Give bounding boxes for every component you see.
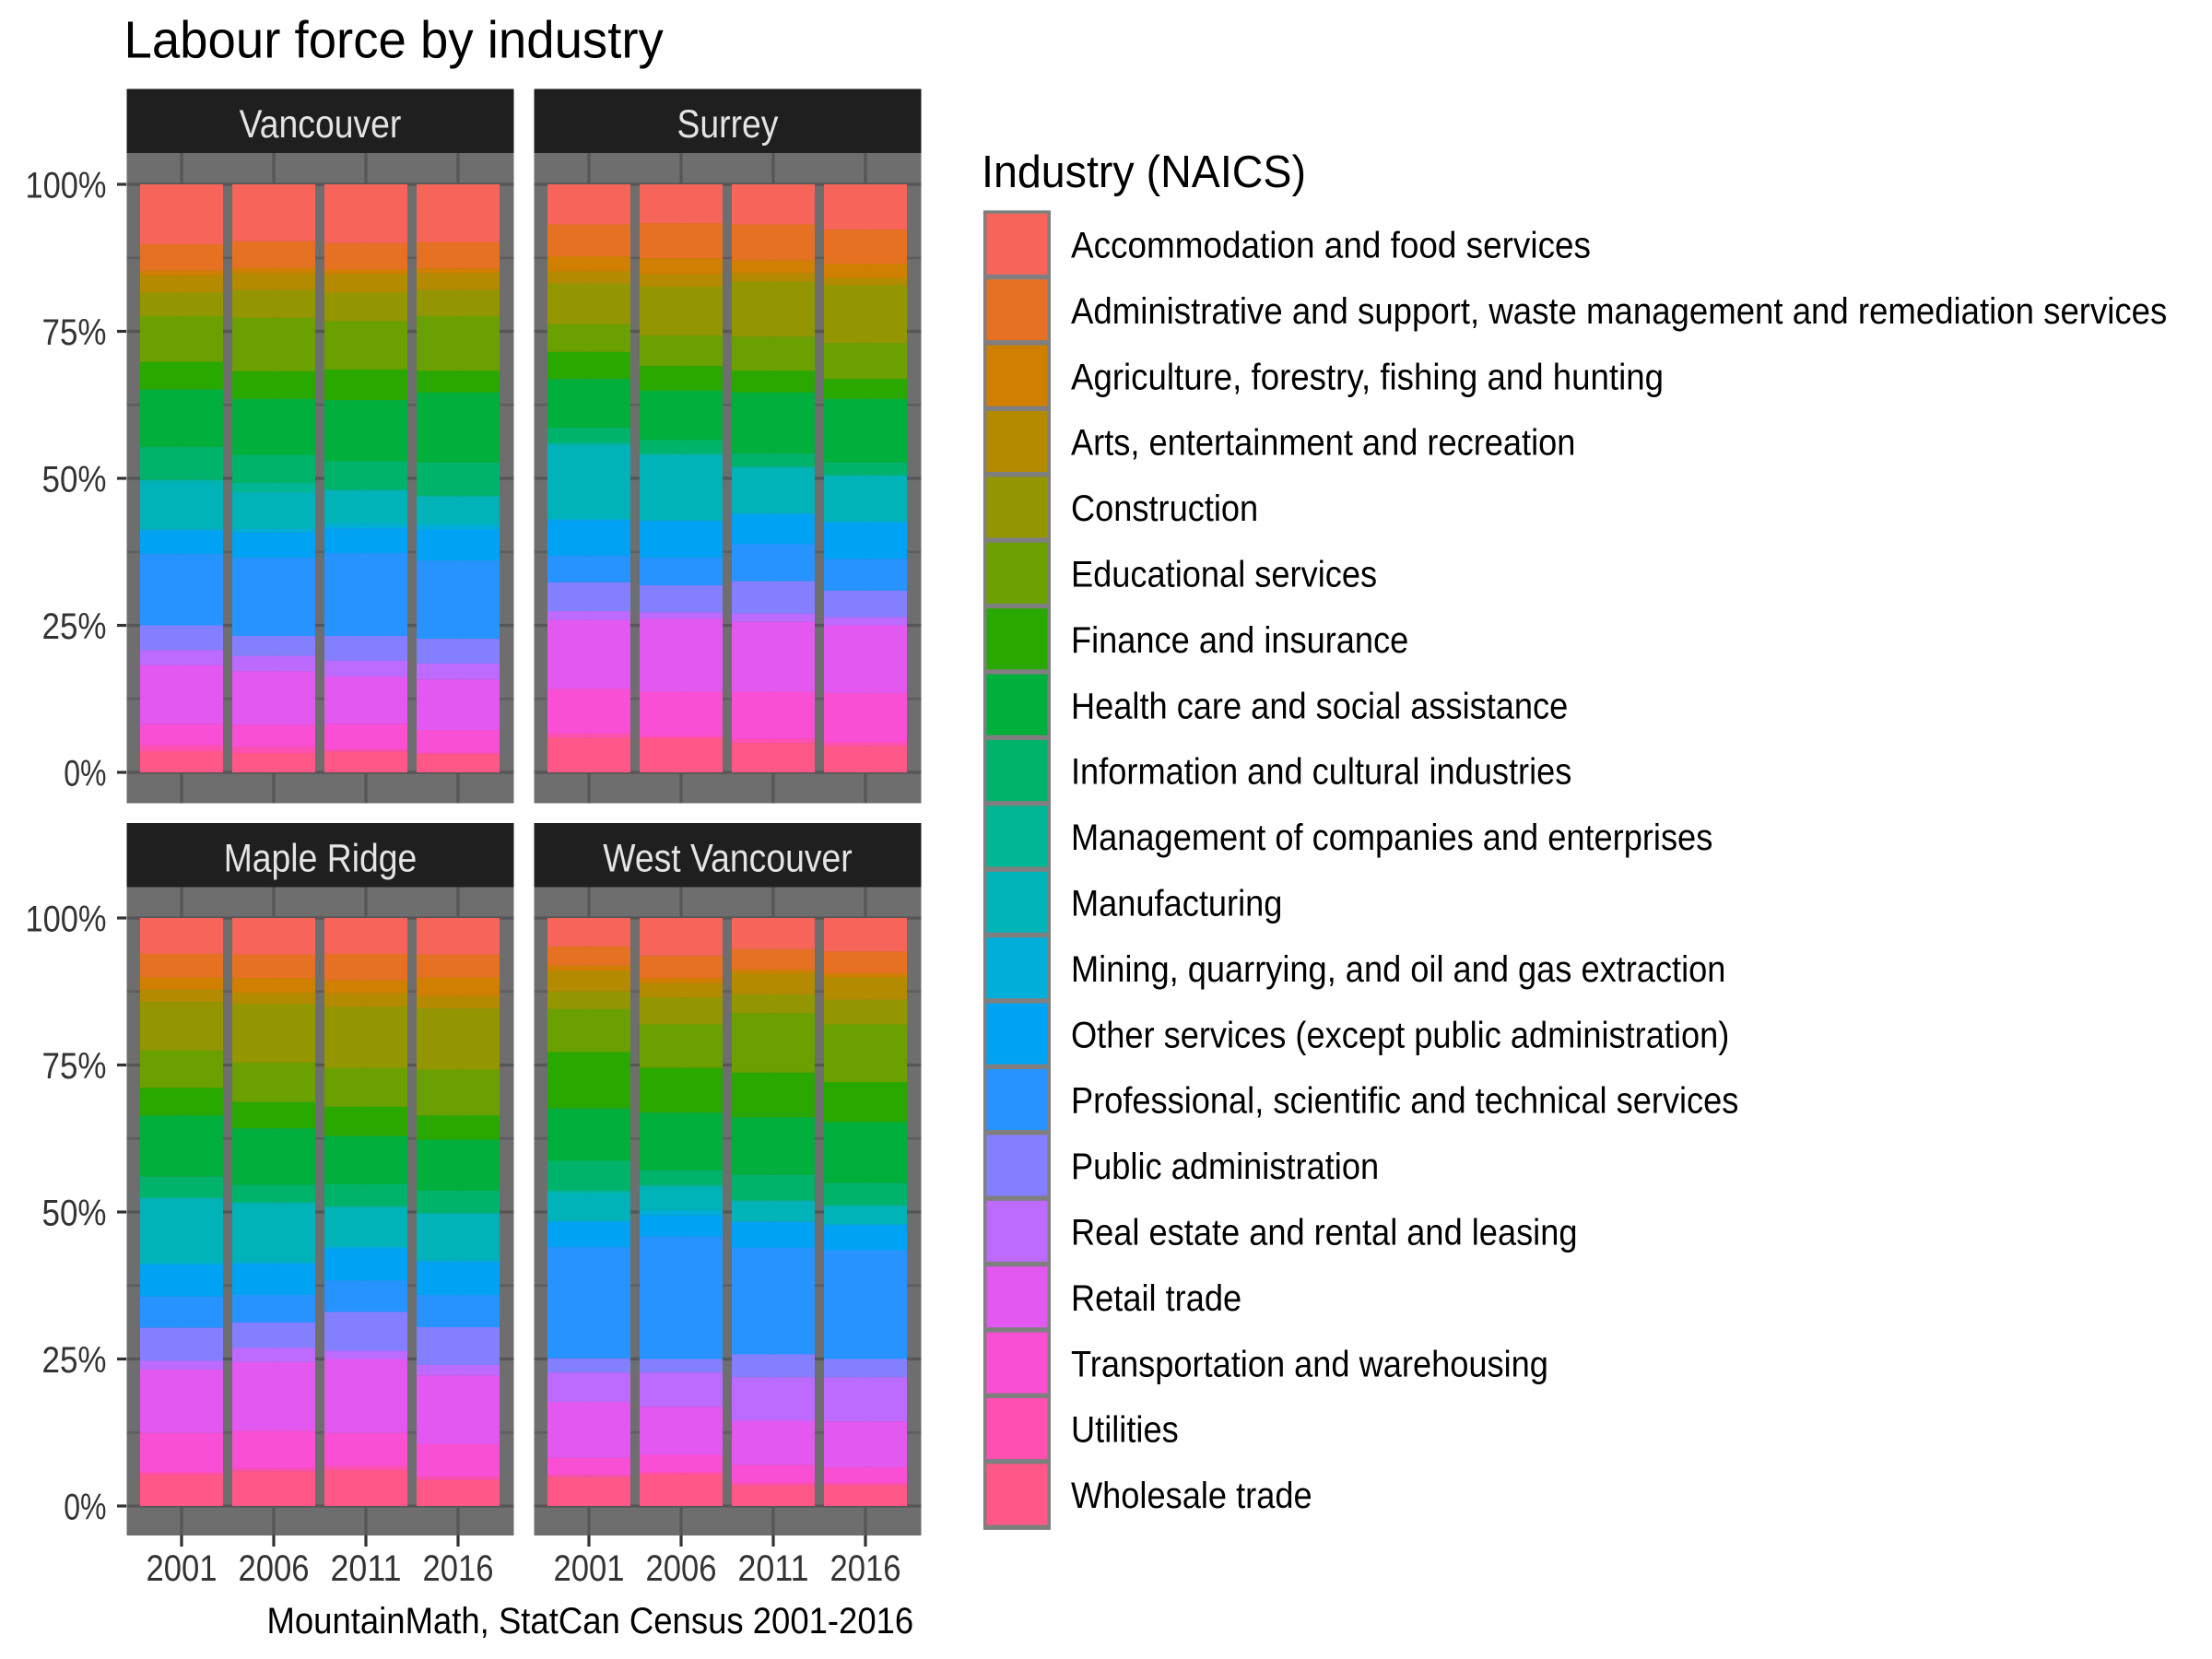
svg-text:Accommodation and food service: Accommodation and food services	[1071, 226, 1591, 266]
svg-text:Manufacturing: Manufacturing	[1071, 884, 1282, 924]
svg-text:Management of companies and en: Management of companies and enterprises	[1071, 818, 1712, 858]
svg-text:0%: 0%	[64, 754, 106, 794]
svg-text:Real estate and rental and lea: Real estate and rental and leasing	[1071, 1213, 1578, 1253]
svg-text:Wholesale trade: Wholesale trade	[1071, 1476, 1312, 1516]
svg-text:MountainMath, StatCan Census 2: MountainMath, StatCan Census 2001-2016	[267, 1601, 914, 1641]
svg-text:2006: 2006	[239, 1548, 310, 1589]
svg-text:2006: 2006	[646, 1548, 717, 1589]
svg-text:2016: 2016	[423, 1548, 494, 1589]
svg-text:Finance and insurance: Finance and insurance	[1071, 620, 1408, 661]
svg-text:Arts, entertainment and recrea: Arts, entertainment and recreation	[1071, 423, 1575, 464]
svg-text:Retail trade: Retail trade	[1071, 1278, 1241, 1319]
svg-text:Administrative and support, wa: Administrative and support, waste manage…	[1071, 291, 2167, 332]
svg-text:50%: 50%	[42, 460, 107, 500]
svg-text:Information and cultural indus: Information and cultural industries	[1071, 752, 1571, 793]
svg-text:Other services (except public: Other services (except public administra…	[1071, 1015, 1729, 1055]
svg-text:2001: 2001	[554, 1548, 625, 1589]
svg-text:Educational services: Educational services	[1071, 555, 1377, 595]
svg-text:Maple Ridge: Maple Ridge	[224, 836, 418, 880]
svg-text:50%: 50%	[42, 1194, 107, 1234]
svg-text:2016: 2016	[830, 1548, 901, 1589]
svg-text:Mining, quarrying, and oil and: Mining, quarrying, and oil and gas extra…	[1071, 949, 1725, 990]
svg-text:Surrey: Surrey	[677, 102, 779, 147]
svg-text:75%: 75%	[42, 1046, 107, 1087]
svg-text:Construction: Construction	[1071, 488, 1258, 529]
svg-text:Agriculture, forestry, fishing: Agriculture, forestry, fishing and hunti…	[1071, 357, 1664, 397]
svg-text:25%: 25%	[42, 1340, 107, 1381]
svg-text:Labour force by industry: Labour force by industry	[124, 11, 665, 69]
svg-text:Public administration: Public administration	[1071, 1147, 1379, 1187]
svg-text:2011: 2011	[331, 1548, 402, 1589]
svg-text:2011: 2011	[738, 1548, 809, 1589]
svg-text:Professional, scientific and t: Professional, scientific and technical s…	[1071, 1081, 1738, 1122]
svg-text:75%: 75%	[42, 312, 107, 353]
svg-text:West Vancouver: West Vancouver	[603, 836, 852, 880]
svg-text:Utilities: Utilities	[1071, 1410, 1179, 1451]
svg-text:100%: 100%	[26, 900, 107, 940]
svg-text:Health care and social assista: Health care and social assistance	[1071, 686, 1568, 726]
svg-text:Vancouver: Vancouver	[240, 102, 402, 147]
svg-text:2001: 2001	[147, 1548, 218, 1589]
svg-text:100%: 100%	[26, 166, 107, 206]
svg-text:Transportation and warehousing: Transportation and warehousing	[1071, 1344, 1548, 1384]
svg-text:0%: 0%	[64, 1488, 106, 1528]
svg-text:Industry (NAICS): Industry (NAICS)	[982, 147, 1306, 197]
svg-text:25%: 25%	[42, 606, 107, 647]
